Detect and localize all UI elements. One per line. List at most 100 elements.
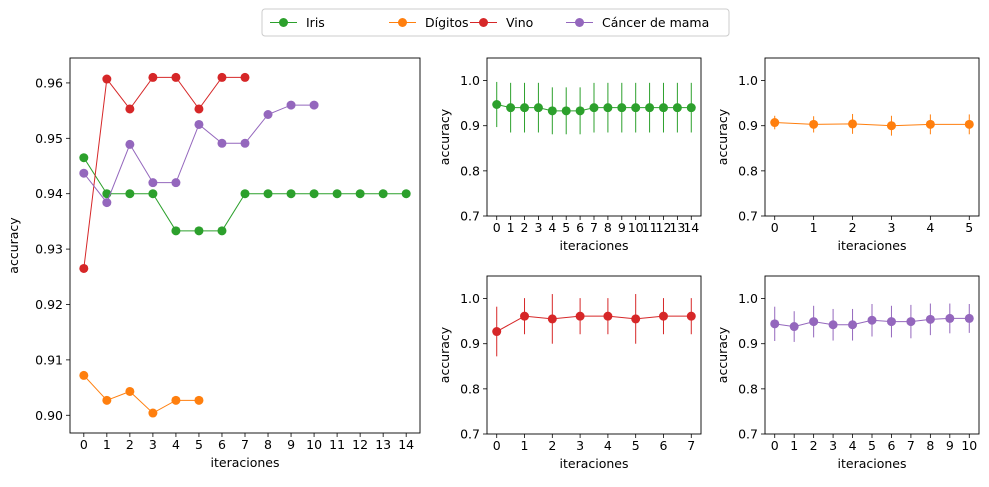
data-point — [533, 103, 543, 113]
data-point — [547, 106, 557, 116]
data-point — [964, 313, 974, 323]
data-point — [148, 72, 158, 82]
x-tick-label: 1 — [521, 438, 529, 453]
subplot-vino: 0 1 2 3 4 5 6 7 0.7 0.8 0.9 1.0 iteraciones accuracy — [437, 275, 702, 471]
y-tick-label: 0.7 — [460, 427, 480, 442]
series-line — [496, 315, 692, 332]
x-tick-label: 1 — [810, 220, 818, 235]
data-point — [547, 314, 557, 324]
x-tick-label: 6 — [660, 438, 668, 453]
data-point — [79, 263, 89, 273]
data-point — [355, 189, 365, 199]
data-point — [492, 99, 502, 109]
data-point — [102, 198, 112, 208]
y-tick-label: 0.9 — [738, 336, 758, 351]
legend-label: Vino — [506, 15, 533, 30]
series-vino — [79, 72, 250, 273]
data-point — [309, 189, 319, 199]
x-tick-label: 7 — [687, 438, 695, 453]
x-tick-label: 8 — [264, 437, 272, 452]
legend-label: Cáncer de mama — [602, 15, 709, 30]
x-tick-label: 12 — [352, 437, 368, 452]
y-tick-label: 0.8 — [738, 381, 758, 396]
series-line — [774, 122, 970, 127]
data-point — [789, 322, 799, 332]
data-point — [401, 189, 411, 199]
data-point — [925, 119, 935, 129]
x-tick-label: 5 — [868, 438, 876, 453]
axes-frame — [764, 57, 980, 217]
series-c-ncer-de-mama — [79, 100, 319, 208]
data-point — [589, 103, 599, 113]
data-point — [148, 189, 158, 199]
data-point — [575, 106, 585, 116]
data-point — [658, 311, 668, 321]
y-axis-label: accuracy — [715, 108, 730, 165]
y-tick-label: 0.7 — [738, 427, 758, 442]
x-tick-label: 6 — [576, 220, 584, 235]
y-axis-label: accuracy — [6, 217, 21, 274]
x-tick-label: 10 — [628, 220, 644, 235]
x-tick-label: 4 — [172, 437, 180, 452]
data-point — [125, 189, 135, 199]
x-tick-label: 0 — [771, 220, 779, 235]
x-axis-label: iteraciones — [560, 238, 629, 253]
y-tick-label: 0.9 — [738, 118, 758, 133]
x-tick-label: 11 — [329, 437, 345, 452]
data-point — [848, 320, 858, 330]
x-tick-label: 14 — [683, 220, 699, 235]
data-point — [575, 311, 585, 321]
data-point — [809, 317, 819, 327]
data-point — [79, 153, 89, 163]
x-tick-label: 5 — [965, 220, 973, 235]
axes-layer: 0 1 2 3 4 5 6 7 8 9 10 11 12 13 140.900.910.920.930.94… — [6, 57, 980, 471]
data-point — [194, 104, 204, 114]
x-tick-label: 9 — [946, 438, 954, 453]
x-tick-label: 13 — [669, 220, 685, 235]
series-iris — [79, 153, 411, 236]
x-tick-label: 3 — [576, 438, 584, 453]
x-tick-label: 6 — [887, 438, 895, 453]
legend-entry: Vino — [470, 15, 533, 30]
y-axis-label: accuracy — [437, 108, 452, 165]
x-tick-label: 7 — [907, 438, 915, 453]
data-point — [125, 386, 135, 396]
data-point — [686, 103, 696, 113]
subplot-iris: 0 1 2 3 4 5 6 7 8 9 10111213140.70.80.91.0iteracio… — [437, 57, 702, 253]
legend-entry: Iris — [270, 15, 325, 30]
x-tick-label: 2 — [849, 220, 857, 235]
subplot-digitos: 0 1 2 3 4 5 0.7 0.8 0.9 1.0 iteraciones accuracy — [715, 57, 980, 253]
y-tick-label: 0.92 — [35, 297, 63, 312]
data-point — [561, 106, 571, 116]
x-tick-label: 0 — [771, 438, 779, 453]
data-point — [217, 226, 227, 236]
data-point — [171, 226, 181, 236]
data-point — [240, 189, 250, 199]
x-tick-label: 6 — [218, 437, 226, 452]
legend-marker — [479, 18, 488, 27]
data-point — [886, 317, 896, 327]
y-tick-label: 0.91 — [35, 352, 63, 367]
x-tick-label: 8 — [926, 438, 934, 453]
data-point — [770, 319, 780, 329]
data-point — [770, 118, 780, 128]
data-point — [645, 103, 655, 113]
data-point — [240, 72, 250, 82]
y-axis-label: accuracy — [715, 326, 730, 383]
legend: Iris Dígitos Vino Cáncer de mama — [261, 8, 730, 37]
x-axis-label: iteraciones — [211, 455, 280, 470]
data-point — [240, 138, 250, 148]
data-point — [194, 395, 204, 405]
data-point — [217, 138, 227, 148]
axes-frame — [486, 275, 702, 435]
x-tick-label: 1 — [790, 438, 798, 453]
x-tick-label: 4 — [926, 220, 934, 235]
x-axis-label: iteraciones — [838, 456, 907, 471]
data-point — [125, 104, 135, 114]
legend-label: Dígitos — [425, 15, 469, 30]
data-point — [102, 74, 112, 84]
data-point — [658, 103, 668, 113]
data-point — [79, 370, 89, 380]
data-point — [309, 100, 319, 110]
